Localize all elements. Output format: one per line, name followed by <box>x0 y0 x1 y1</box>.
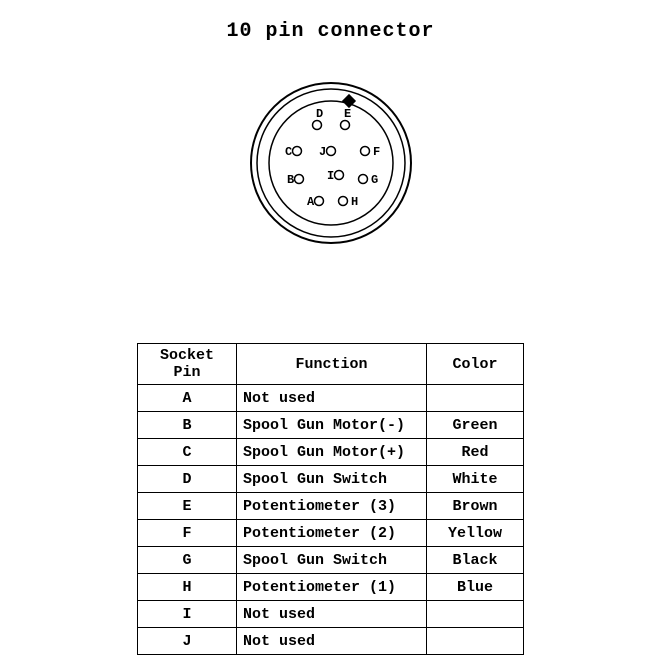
cell-pin: I <box>138 601 237 628</box>
pin-f-label: F <box>373 145 380 159</box>
cell-pin: H <box>138 574 237 601</box>
cell-function: Not used <box>237 385 427 412</box>
cell-function: Not used <box>237 628 427 655</box>
cell-function: Potentiometer (2) <box>237 520 427 547</box>
table-row: CSpool Gun Motor(+)Red <box>138 439 524 466</box>
cell-pin: G <box>138 547 237 574</box>
pin-e-label: E <box>344 107 351 121</box>
cell-color: Yellow <box>427 520 524 547</box>
pin-a-label: A <box>307 195 315 209</box>
header-function: Function <box>237 344 427 385</box>
cell-function: Potentiometer (1) <box>237 574 427 601</box>
pin-c-circle <box>292 147 301 156</box>
cell-color: Brown <box>427 493 524 520</box>
table-row: DSpool Gun SwitchWhite <box>138 466 524 493</box>
cell-color: White <box>427 466 524 493</box>
pin-e-circle <box>340 121 349 130</box>
pin-i-label: I <box>327 169 334 183</box>
pin-table-wrap: Socket Pin Function Color ANot usedBSpoo… <box>0 343 661 655</box>
cell-color <box>427 601 524 628</box>
pin-f-circle <box>360 147 369 156</box>
pin-b-label: B <box>287 173 294 187</box>
table-row: EPotentiometer (3)Brown <box>138 493 524 520</box>
cell-pin: E <box>138 493 237 520</box>
cell-function: Spool Gun Switch <box>237 547 427 574</box>
cell-pin: C <box>138 439 237 466</box>
pin-j-circle <box>326 147 335 156</box>
pin-g-label: G <box>371 173 378 187</box>
pin-table: Socket Pin Function Color ANot usedBSpoo… <box>137 343 524 655</box>
pin-d-label: D <box>316 107 323 121</box>
pin-a-circle <box>314 197 323 206</box>
pin-g-circle <box>358 175 367 184</box>
cell-color: Blue <box>427 574 524 601</box>
connector-diagram: ABC D E FGH IJ <box>241 73 421 253</box>
header-socket-pin: Socket Pin <box>138 344 237 385</box>
table-row: GSpool Gun SwitchBlack <box>138 547 524 574</box>
table-row: JNot used <box>138 628 524 655</box>
cell-color <box>427 628 524 655</box>
cell-color: Black <box>427 547 524 574</box>
cell-function: Not used <box>237 601 427 628</box>
cell-pin: J <box>138 628 237 655</box>
cell-color <box>427 385 524 412</box>
pin-c-label: C <box>285 145 292 159</box>
cell-function: Spool Gun Switch <box>237 466 427 493</box>
header-color: Color <box>427 344 524 385</box>
cell-function: Spool Gun Motor(+) <box>237 439 427 466</box>
connector-diagram-wrap: ABC D E FGH IJ <box>0 73 661 253</box>
table-row: FPotentiometer (2)Yellow <box>138 520 524 547</box>
pin-h-label: H <box>351 195 358 209</box>
pin-h-circle <box>338 197 347 206</box>
cell-pin: F <box>138 520 237 547</box>
cell-color: Green <box>427 412 524 439</box>
pin-j-label: J <box>319 145 326 159</box>
page-title: 10 pin connector <box>0 0 661 43</box>
pin-i-circle <box>334 171 343 180</box>
table-row: ANot used <box>138 385 524 412</box>
cell-function: Potentiometer (3) <box>237 493 427 520</box>
table-header-row: Socket Pin Function Color <box>138 344 524 385</box>
cell-function: Spool Gun Motor(-) <box>237 412 427 439</box>
cell-pin: D <box>138 466 237 493</box>
table-row: HPotentiometer (1)Blue <box>138 574 524 601</box>
cell-pin: B <box>138 412 237 439</box>
table-row: BSpool Gun Motor(-)Green <box>138 412 524 439</box>
pin-d-circle <box>312 121 321 130</box>
cell-color: Red <box>427 439 524 466</box>
table-row: INot used <box>138 601 524 628</box>
pin-b-circle <box>294 175 303 184</box>
cell-pin: A <box>138 385 237 412</box>
